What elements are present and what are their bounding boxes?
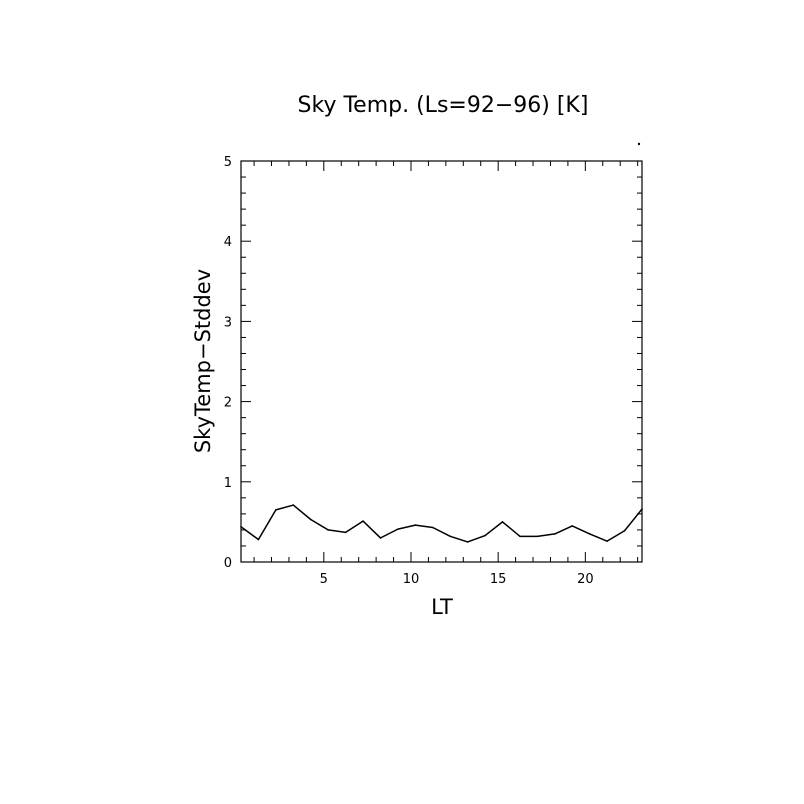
- data-point: [466, 541, 469, 543]
- data-point: [292, 504, 295, 506]
- y-tick-label: 0: [224, 556, 232, 571]
- series-group: [240, 504, 643, 543]
- x-tick-label: 10: [403, 572, 420, 587]
- data-point: [501, 521, 504, 523]
- y-tick-label: 4: [224, 235, 232, 250]
- stray-dot-mark: [637, 142, 641, 146]
- series-line: [240, 504, 643, 543]
- data-point: [257, 538, 260, 541]
- data-point: [554, 533, 556, 535]
- x-tick-label: 5: [320, 572, 328, 587]
- data-point: [449, 535, 452, 538]
- plot-frame: [240, 160, 643, 563]
- data-point: [641, 508, 643, 510]
- data-point: [414, 524, 417, 526]
- x-tick-label: 20: [577, 572, 594, 587]
- y-tick-label: 5: [224, 155, 232, 170]
- x-tick-label: 15: [490, 572, 507, 587]
- data-point: [397, 528, 399, 530]
- data-point: [588, 533, 591, 535]
- data-point: [623, 529, 626, 532]
- data-point: [519, 535, 521, 538]
- data-point: [275, 509, 277, 511]
- y-tick-label: 3: [224, 315, 232, 330]
- x-axis-label: LT: [431, 595, 453, 619]
- data-point: [309, 518, 312, 521]
- y-axis-label: SkyTemp−Stddev: [191, 269, 215, 453]
- axis-ticks: [241, 160, 642, 563]
- data-point: [327, 529, 329, 531]
- chart-title: Sky Temp. (Ls=92−96) [K]: [298, 93, 589, 118]
- data-point: [431, 526, 434, 529]
- y-tick-label: 1: [224, 476, 232, 491]
- data-point: [606, 540, 608, 542]
- data-point: [571, 525, 574, 527]
- data-point: [240, 525, 242, 528]
- data-point: [536, 535, 539, 538]
- data-point: [344, 531, 347, 534]
- data-point: [379, 537, 382, 539]
- y-tick-label: 2: [224, 396, 232, 411]
- axis-tick-labels: 5 10 15 20 0 1 2 3 4 5: [224, 155, 594, 587]
- data-point: [484, 534, 486, 537]
- data-point: [362, 520, 364, 522]
